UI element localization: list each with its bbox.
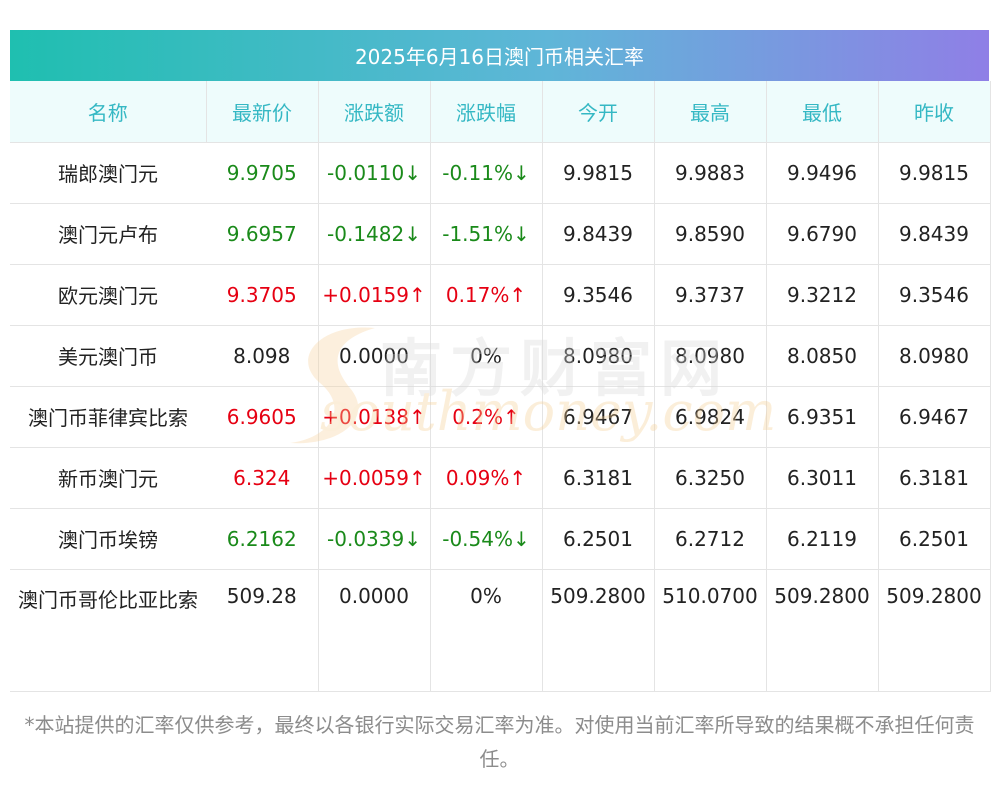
high-cell: 510.0700 [654, 569, 767, 692]
change-cell: 0.0000 [318, 569, 431, 692]
table-header-row: 名称 最新价 涨跌额 涨跌幅 今开 最高 最低 昨收 [10, 81, 991, 143]
low-cell: 509.2800 [766, 569, 879, 692]
latest-price-cell: 6.324 [206, 447, 319, 509]
latest-price-cell: 9.3705 [206, 264, 319, 326]
open-cell: 8.0980 [542, 325, 655, 387]
currency-pair-name: 美元澳门币 [10, 325, 206, 387]
change-pct-cell: 0% [430, 325, 543, 387]
low-cell: 9.3212 [766, 264, 879, 326]
prev-close-cell: 509.2800 [878, 569, 991, 692]
open-cell: 9.8439 [542, 203, 655, 265]
latest-price-cell: 509.28 [206, 569, 319, 692]
change-pct-cell: 0% [430, 569, 543, 692]
prev-close-cell: 6.3181 [878, 447, 991, 509]
change-pct-cell: 0.17%↑ [430, 264, 543, 326]
high-cell: 9.8590 [654, 203, 767, 265]
table-row: 美元澳门币 8.098 0.0000 0% 8.0980 8.0980 8.0850 8.09… [10, 325, 991, 387]
high-cell: 9.3737 [654, 264, 767, 326]
table-row: 欧元澳门元 9.3705 +0.0159↑ 0.17%↑ 9.3546 9.3737 9.3… [10, 264, 991, 326]
currency-pair-name: 澳门币埃镑 [10, 508, 206, 570]
latest-price-cell: 8.098 [206, 325, 319, 387]
prev-close-cell: 9.9815 [878, 142, 991, 204]
currency-pair-name: 瑞郎澳门元 [10, 142, 206, 204]
high-cell: 8.0980 [654, 325, 767, 387]
table-row: 瑞郎澳门元 9.9705 -0.0110↓ -0.11%↓ 9.9815 9.9883 9.… [10, 142, 991, 204]
change-cell: -0.1482↓ [318, 203, 431, 265]
header-low: 最低 [766, 81, 879, 143]
high-cell: 6.2712 [654, 508, 767, 570]
change-cell: +0.0138↑ [318, 386, 431, 448]
header-open: 今开 [542, 81, 655, 143]
table-row: 新币澳门元 6.324 +0.0059↑ 0.09%↑ 6.3181 6.3250 6.30… [10, 447, 991, 509]
high-cell: 6.9824 [654, 386, 767, 448]
change-cell: -0.0110↓ [318, 142, 431, 204]
header-change-pct: 涨跌幅 [430, 81, 543, 143]
change-cell: 0.0000 [318, 325, 431, 387]
currency-pair-name: 澳门币哥伦比亚比索 [10, 569, 206, 692]
low-cell: 8.0850 [766, 325, 879, 387]
change-pct-cell: -1.51%↓ [430, 203, 543, 265]
change-cell: -0.0339↓ [318, 508, 431, 570]
change-pct-cell: -0.11%↓ [430, 142, 543, 204]
latest-price-cell: 6.2162 [206, 508, 319, 570]
high-cell: 9.9883 [654, 142, 767, 204]
header-change: 涨跌额 [318, 81, 431, 143]
open-cell: 9.3546 [542, 264, 655, 326]
currency-pair-name: 澳门币菲律宾比索 [10, 386, 206, 448]
low-cell: 6.3011 [766, 447, 879, 509]
open-cell: 509.2800 [542, 569, 655, 692]
currency-pair-name: 澳门元卢布 [10, 203, 206, 265]
low-cell: 9.9496 [766, 142, 879, 204]
open-cell: 6.3181 [542, 447, 655, 509]
currency-pair-name: 新币澳门元 [10, 447, 206, 509]
change-cell: +0.0059↑ [318, 447, 431, 509]
change-pct-cell: -0.54%↓ [430, 508, 543, 570]
table-row: 澳门币埃镑 6.2162 -0.0339↓ -0.54%↓ 6.2501 6.2712 6.… [10, 508, 991, 570]
table-row: 澳门币哥伦比亚比索 509.28 0.0000 0% 509.2800 510.0700 5… [10, 569, 991, 692]
latest-price-cell: 9.9705 [206, 142, 319, 204]
open-cell: 6.9467 [542, 386, 655, 448]
change-cell: +0.0159↑ [318, 264, 431, 326]
header-name: 名称 [10, 81, 207, 143]
prev-close-cell: 9.8439 [878, 203, 991, 265]
change-pct-cell: 0.09%↑ [430, 447, 543, 509]
prev-close-cell: 6.9467 [878, 386, 991, 448]
rate-table-container: 2025年6月16日澳门币相关汇率 名称 最新价 涨跌额 涨跌幅 今开 最高 最… [10, 30, 991, 692]
prev-close-cell: 8.0980 [878, 325, 991, 387]
table-row: 澳门币菲律宾比索 6.9605 +0.0138↑ 0.2%↑ 6.9467 6.9824 6… [10, 386, 991, 448]
currency-pair-name: 欧元澳门元 [10, 264, 206, 326]
latest-price-cell: 9.6957 [206, 203, 319, 265]
prev-close-cell: 9.3546 [878, 264, 991, 326]
low-cell: 6.2119 [766, 508, 879, 570]
prev-close-cell: 6.2501 [878, 508, 991, 570]
header-high: 最高 [654, 81, 767, 143]
disclaimer-footnote: *本站提供的汇率仅供参考，最终以各银行实际交易汇率为准。对使用当前汇率所导致的结… [24, 713, 975, 771]
table-title: 2025年6月16日澳门币相关汇率 [10, 30, 989, 81]
table-row: 澳门元卢布 9.6957 -0.1482↓ -1.51%↓ 9.8439 9.8590 9.… [10, 203, 991, 265]
low-cell: 9.6790 [766, 203, 879, 265]
open-cell: 9.9815 [542, 142, 655, 204]
latest-price-cell: 6.9605 [206, 386, 319, 448]
header-latest: 最新价 [206, 81, 319, 143]
high-cell: 6.3250 [654, 447, 767, 509]
change-pct-cell: 0.2%↑ [430, 386, 543, 448]
open-cell: 6.2501 [542, 508, 655, 570]
header-prev-close: 昨收 [878, 81, 991, 143]
exchange-rate-table: 名称 最新价 涨跌额 涨跌幅 今开 最高 最低 昨收 瑞郎澳门元 9.9705 -0… [10, 81, 991, 692]
low-cell: 6.9351 [766, 386, 879, 448]
